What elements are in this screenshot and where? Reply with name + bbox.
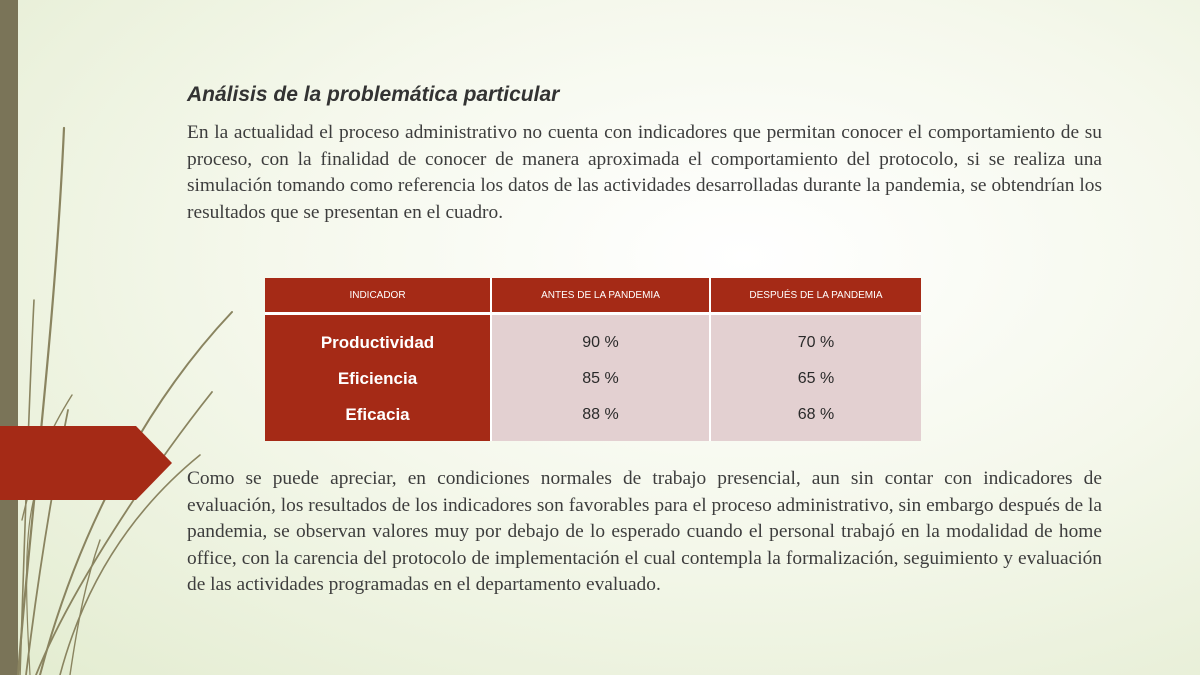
value-after: 68 % (710, 397, 921, 441)
table-row: Eficacia 88 % 68 % (265, 397, 921, 441)
indicator-name: Eficacia (265, 397, 492, 441)
indicators-table: INDICADOR ANTES DE LA PANDEMIA DESPUÉS D… (265, 278, 921, 441)
value-after: 70 % (710, 313, 921, 361)
header-indicator: INDICADOR (265, 278, 492, 315)
indicator-name: Eficiencia (265, 361, 492, 397)
table-header-row: INDICADOR ANTES DE LA PANDEMIA DESPUÉS D… (265, 278, 921, 315)
value-before: 90 % (491, 313, 711, 361)
table-row: Eficiencia 85 % 65 % (265, 361, 921, 397)
value-after: 65 % (710, 361, 921, 397)
left-accent-bar (0, 0, 18, 675)
slide-title: Análisis de la problemática particular (187, 83, 560, 106)
conclusion-paragraph: Como se puede apreciar, en condiciones n… (187, 468, 1102, 595)
table-row: Productividad 90 % 70 % (265, 313, 921, 361)
header-after-pandemic: DESPUÉS DE LA PANDEMIA (710, 278, 921, 315)
value-before: 88 % (491, 397, 711, 441)
header-before-pandemic: ANTES DE LA PANDEMIA (491, 278, 711, 315)
grass-stems-decoration (0, 126, 233, 675)
indicator-name: Productividad (265, 313, 492, 361)
intro-paragraph: En la actualidad el proceso administrati… (187, 122, 1102, 223)
red-arrow-shape (0, 426, 172, 500)
value-before: 85 % (491, 361, 711, 397)
